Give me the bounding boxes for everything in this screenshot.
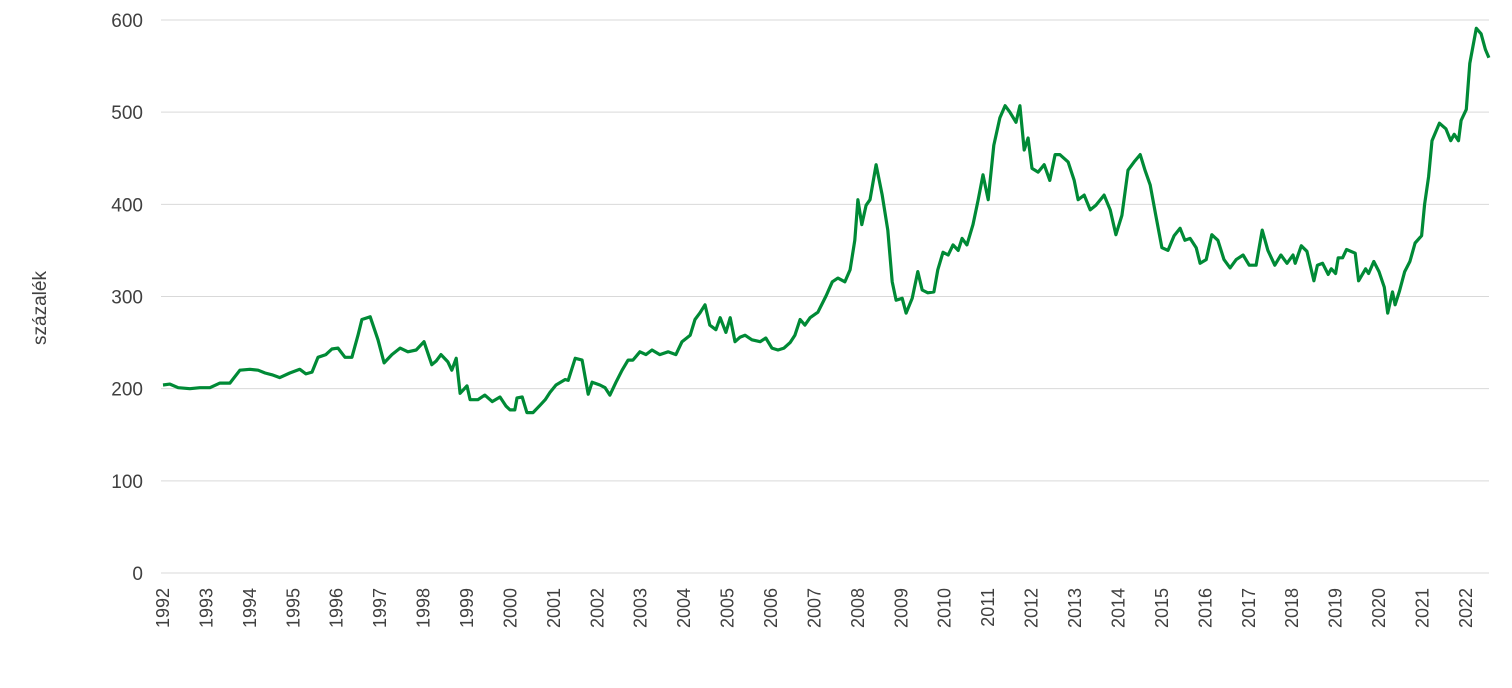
x-tick-label: 2019 <box>1326 588 1346 628</box>
x-tick-label: 1993 <box>196 588 216 628</box>
x-tick-label: 1994 <box>240 588 260 628</box>
y-axis-title: százalék <box>30 271 51 345</box>
y-tick-label: 100 <box>111 472 143 493</box>
x-axis-ticks: 1992 1993 1994 1995 1996 1997 1998 1999 2000 2001… <box>153 588 1476 628</box>
x-tick-label: 2014 <box>1108 588 1128 628</box>
y-tick-label: 200 <box>111 380 143 401</box>
x-tick-label: 2001 <box>544 588 564 628</box>
x-tick-label: 2004 <box>674 588 694 628</box>
x-tick-label: 2007 <box>804 588 824 628</box>
x-tick-label: 1996 <box>327 588 347 628</box>
x-tick-label: 2005 <box>718 588 738 628</box>
series-line <box>162 26 1491 415</box>
x-tick-label: 2013 <box>1065 588 1085 628</box>
x-tick-label: 2010 <box>935 588 955 628</box>
x-tick-label: 2003 <box>631 588 651 628</box>
y-tick-label: 0 <box>132 564 143 585</box>
x-tick-label: 2009 <box>891 588 911 628</box>
y-tick-label: 600 <box>111 11 143 32</box>
x-tick-label: 2018 <box>1282 588 1302 628</box>
x-tick-label: 2000 <box>500 588 520 628</box>
x-tick-label: 2006 <box>761 588 781 628</box>
gridlines <box>161 19 1489 574</box>
x-tick-label: 2015 <box>1152 588 1172 628</box>
x-tick-label: 2011 <box>978 588 998 627</box>
x-tick-label: 2002 <box>587 588 607 628</box>
x-tick-label: 1999 <box>457 588 477 628</box>
y-axis-ticks: 0 100 200 300 400 500 600 <box>111 11 143 585</box>
x-tick-label: 2022 <box>1456 588 1476 628</box>
x-tick-label: 1992 <box>153 588 173 628</box>
y-tick-label: 300 <box>111 288 143 309</box>
x-tick-label: 2016 <box>1195 588 1215 628</box>
x-tick-label: 2021 <box>1412 588 1432 628</box>
x-tick-label: 1997 <box>370 588 390 628</box>
x-tick-label: 2017 <box>1239 588 1259 628</box>
x-tick-label: 1998 <box>414 588 434 628</box>
x-tick-label: 1995 <box>283 588 303 628</box>
x-tick-label: 2020 <box>1369 588 1389 628</box>
y-tick-label: 500 <box>111 103 143 124</box>
x-tick-label: 2008 <box>848 588 868 628</box>
x-tick-label: 2012 <box>1022 588 1042 628</box>
y-tick-label: 400 <box>111 195 143 216</box>
